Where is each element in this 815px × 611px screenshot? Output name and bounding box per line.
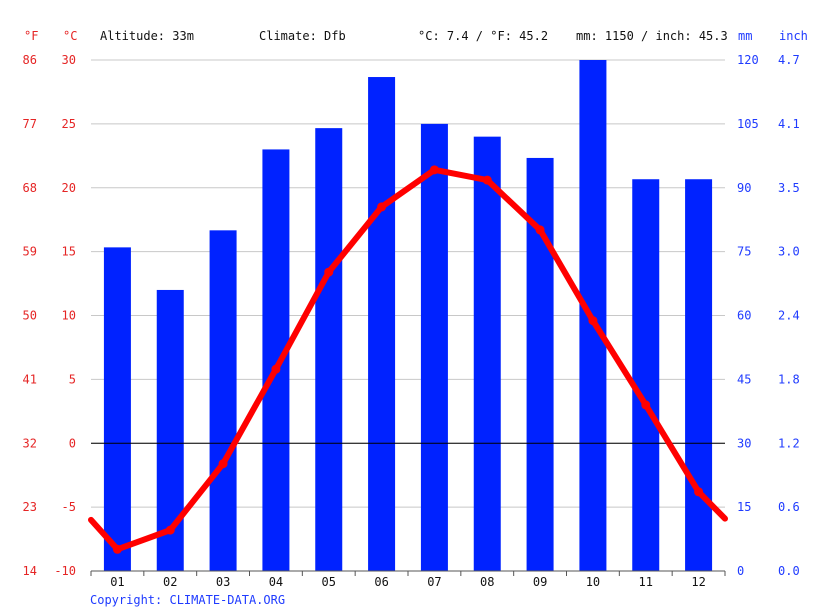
precipitation-bar	[262, 149, 290, 572]
temperature-point	[694, 487, 704, 497]
celsius-tick-label: 15	[62, 245, 76, 259]
precipitation-bar	[632, 179, 660, 571]
precipitation-total-label: mm: 1150 / inch: 45.3	[576, 29, 728, 43]
celsius-tick-label: 0	[69, 436, 76, 450]
celsius-unit-label: °C	[63, 29, 77, 43]
mm-tick-label: 60	[737, 309, 751, 323]
celsius-tick-label: 20	[62, 181, 76, 195]
mm-tick-label: 90	[737, 181, 751, 195]
precipitation-bar	[368, 77, 396, 572]
month-label: 02	[163, 575, 177, 589]
fahrenheit-tick-label: 50	[23, 309, 37, 323]
celsius-tick-label: -10	[54, 564, 76, 578]
celsius-tick-label: 30	[62, 53, 76, 67]
mm-tick-label: 120	[737, 53, 759, 67]
celsius-tick-label: 25	[62, 117, 76, 131]
month-label: 08	[480, 575, 494, 589]
avg-temperature-label: °C: 7.4 / °F: 45.2	[418, 29, 548, 43]
month-label: 07	[427, 575, 441, 589]
month-label: 10	[586, 575, 600, 589]
fahrenheit-tick-label: 41	[23, 372, 37, 386]
temperature-point	[429, 165, 439, 175]
month-label: 05	[322, 575, 336, 589]
mm-tick-label: 0	[737, 564, 744, 578]
inch-tick-label: 0.6	[778, 500, 800, 514]
inch-tick-label: 1.2	[778, 436, 800, 450]
inch-tick-label: 2.4	[778, 309, 800, 323]
temperature-point	[271, 364, 281, 374]
mm-tick-label: 15	[737, 500, 751, 514]
fahrenheit-tick-label: 23	[23, 500, 37, 514]
fahrenheit-tick-label: 86	[23, 53, 37, 67]
month-label: 11	[639, 575, 653, 589]
axis-tick-labels: 14 -10 0 0.0 23 -5 15 0.6 32 0 30 1.2 41 5 45 1.8 50 10 60…	[23, 53, 800, 578]
inch-tick-label: 0.0	[778, 564, 800, 578]
temperature-point	[218, 459, 228, 469]
x-axis: 01 02 03 04 05 06 07 08 09 10 11 12	[90, 570, 726, 589]
temperature-point	[535, 225, 545, 235]
temperature-line-group	[88, 165, 728, 554]
month-label: 01	[110, 575, 124, 589]
fahrenheit-tick-label: 68	[23, 181, 37, 195]
celsius-tick-label: 5	[69, 372, 76, 386]
precipitation-bar	[315, 128, 343, 571]
month-label: 06	[374, 575, 388, 589]
mm-tick-label: 45	[737, 372, 751, 386]
temperature-point	[165, 525, 175, 535]
precipitation-bars	[103, 60, 713, 572]
temperature-line	[88, 166, 728, 553]
month-label: 03	[216, 575, 230, 589]
mm-tick-label: 105	[737, 117, 759, 131]
inch-tick-label: 3.0	[778, 245, 800, 259]
precipitation-bar	[473, 136, 501, 571]
temperature-point	[112, 544, 122, 554]
temperature-point	[482, 175, 492, 185]
inch-tick-label: 1.8	[778, 372, 800, 386]
fahrenheit-tick-label: 77	[23, 117, 37, 131]
fahrenheit-tick-label: 14	[23, 564, 37, 578]
precipitation-bar	[103, 247, 131, 571]
copyright-text: Copyright: CLIMATE-DATA.ORG	[90, 593, 285, 607]
inch-tick-label: 4.7	[778, 53, 800, 67]
month-label: 04	[269, 575, 283, 589]
inch-tick-label: 4.1	[778, 117, 800, 131]
precipitation-bar	[209, 230, 237, 572]
altitude-label: Altitude: 33m	[100, 29, 194, 43]
celsius-tick-label: 10	[62, 309, 76, 323]
temperature-point	[588, 316, 598, 326]
precipitation-bar	[156, 289, 184, 571]
mm-tick-label: 75	[737, 245, 751, 259]
fahrenheit-tick-label: 32	[23, 436, 37, 450]
climate-label: Climate: Dfb	[259, 29, 346, 43]
precipitation-bar	[685, 179, 713, 571]
mm-unit-label: mm	[738, 29, 752, 43]
inch-tick-label: 3.5	[778, 181, 800, 195]
precipitation-bar	[420, 123, 448, 571]
temperature-point	[377, 202, 387, 212]
fahrenheit-tick-label: 59	[23, 245, 37, 259]
temperature-point	[324, 267, 334, 277]
inch-unit-label: inch	[779, 29, 808, 43]
month-label: 12	[691, 575, 705, 589]
mm-tick-label: 30	[737, 436, 751, 450]
grid-lines	[91, 59, 725, 572]
temperature-point	[641, 400, 651, 410]
month-label: 09	[533, 575, 547, 589]
celsius-tick-label: -5	[62, 500, 76, 514]
fahrenheit-unit-label: °F	[24, 29, 38, 43]
